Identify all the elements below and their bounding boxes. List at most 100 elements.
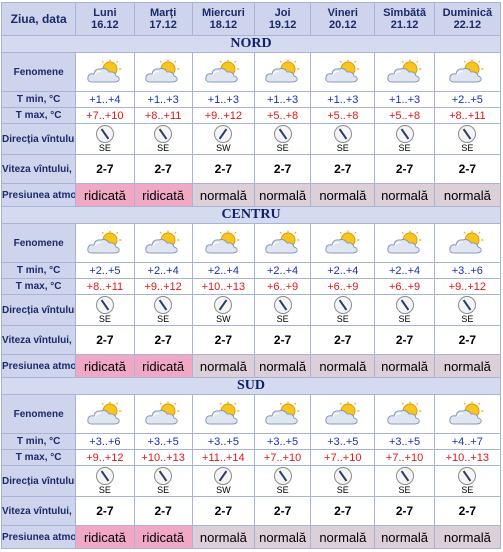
wind-direction-value: SE [336, 314, 349, 324]
tmin-value: +1..+3 [191, 91, 255, 108]
tmin-value: +2..+4 [191, 262, 255, 279]
compass-icon [154, 467, 173, 485]
compass-needle [338, 299, 348, 311]
wind-direction-cell: SE [253, 465, 312, 497]
day-name: Luni [93, 7, 117, 19]
tmin-value: +2..+4 [374, 262, 435, 279]
wind-speed-label: Viteza vîntului, m/s [0, 154, 77, 184]
partly-cloudy-icon [435, 59, 499, 85]
compass-icon [273, 125, 292, 143]
day-date: 16.12 [91, 19, 119, 31]
tmax-value: +10..+13 [191, 278, 255, 295]
compass-icon [95, 467, 114, 485]
compass-icon [333, 125, 352, 143]
header-day-3: Joi 19.12 [253, 2, 312, 36]
wind-direction-cell: SW [191, 465, 255, 497]
tmax-value: +7..+10 [75, 107, 135, 124]
phenomena-cell [374, 394, 435, 434]
day-name: Sîmbătă [383, 7, 426, 19]
partly-cloudy-icon [255, 59, 309, 85]
pressure-value: normală [253, 525, 312, 549]
tmax-value: +9..+12 [191, 107, 255, 124]
day-name: Vineri [327, 7, 358, 19]
pressure-value: ridicată [75, 354, 135, 378]
day-name: Marți [149, 7, 177, 19]
pressure-value: normală [310, 525, 376, 549]
tmax-value: +9..+12 [133, 278, 193, 295]
wind-direction-value: SE [276, 143, 289, 153]
compass-needle [463, 470, 472, 482]
compass-icon [273, 296, 292, 314]
wind-direction-label: Direcția vîntului [0, 465, 77, 497]
wind-direction-cell: SE [75, 465, 135, 497]
wind-speed-row: Viteza vîntului, m/s2-72-72-72-72-72-72-… [0, 496, 502, 526]
tmin-value: +3..+6 [75, 433, 135, 450]
phenomena-cell [191, 223, 255, 263]
wind-direction-value: SE [98, 143, 111, 153]
phenomena-cell [75, 394, 135, 434]
phenomena-cell [191, 52, 255, 92]
wind-direction-cell: SE [75, 294, 135, 326]
day-name: Miercuri [201, 7, 245, 19]
partly-cloudy-icon [255, 230, 309, 256]
wind-direction-value: SE [398, 314, 411, 324]
wind-speed-value: 2-7 [191, 154, 255, 184]
pressure-value: ridicată [133, 183, 193, 207]
wind-speed-value: 2-7 [310, 496, 376, 526]
phenomena-cell [374, 52, 435, 92]
compass-needle [278, 299, 287, 311]
region-title: SUD [1, 377, 501, 395]
wind-direction-cell: SE [133, 123, 193, 155]
compass-icon [273, 467, 292, 485]
tmin-value: +1..+4 [75, 91, 135, 108]
header-day-0: Luni 16.12 [75, 2, 135, 36]
wind-direction-cell: SE [133, 465, 193, 497]
wind-speed-value: 2-7 [191, 496, 255, 526]
tmax-value: +8..+11 [133, 107, 193, 124]
tmax-value: +9..+12 [75, 449, 135, 466]
tmin-value: +2..+4 [133, 262, 193, 279]
tmin-value: +3..+5 [374, 433, 435, 450]
wind-direction-value: SE [336, 485, 349, 495]
pressure-label: Presiunea atmosferică [0, 525, 77, 549]
partly-cloudy-icon [312, 401, 374, 427]
compass-needle [278, 470, 287, 482]
wind-speed-value: 2-7 [191, 325, 255, 355]
tmax-label: T max, °C [0, 107, 77, 124]
wind-speed-value: 2-7 [433, 154, 502, 184]
day-date: 21.12 [390, 19, 419, 31]
tmax-value: +7..+10 [374, 449, 435, 466]
tmin-value: +2..+5 [75, 262, 135, 279]
wind-direction-value: SE [398, 485, 411, 495]
partly-cloudy-icon [376, 230, 433, 256]
tmax-value: +8..+11 [433, 107, 502, 124]
pressure-value: normală [191, 525, 255, 549]
phenomena-row: Fenomene [0, 394, 502, 434]
compass-needle [100, 470, 110, 482]
partly-cloudy-icon [376, 59, 433, 85]
compass-needle [219, 299, 228, 311]
region-row: SUD [1, 377, 501, 395]
tmax-value: +9..+12 [433, 278, 502, 295]
compass-icon [458, 125, 477, 143]
tmin-value: +2..+4 [253, 262, 312, 279]
tmin-row: T min, °C +3..+6 +3..+5 +3..+5 +3..+5 +3..+5 +… [0, 433, 502, 450]
wind-direction-value: SW [216, 485, 231, 495]
pressure-value: normală [191, 354, 255, 378]
phenomena-cell [433, 223, 502, 263]
compass-needle [400, 299, 409, 311]
phenomena-cell [253, 223, 312, 263]
wind-direction-value: SE [157, 143, 170, 153]
tmax-row: T max, °C +8..+11 +9..+12 +10..+13 +6..+9 +6.… [0, 278, 502, 295]
wind-speed-value: 2-7 [75, 154, 135, 184]
wind-speed-value: 2-7 [433, 496, 502, 526]
wind-speed-value: 2-7 [374, 496, 435, 526]
wind-direction-row: Direcția vîntului SE SE SW SE SE SE SE [0, 294, 502, 326]
compass-icon [333, 296, 352, 314]
tmin-label: T min, °C [0, 433, 77, 450]
phenomena-cell [133, 394, 193, 434]
wind-direction-value: SE [398, 143, 411, 153]
tmin-value: +3..+5 [133, 433, 193, 450]
partly-cloudy-icon [193, 401, 253, 427]
day-date: 22.12 [453, 19, 482, 31]
